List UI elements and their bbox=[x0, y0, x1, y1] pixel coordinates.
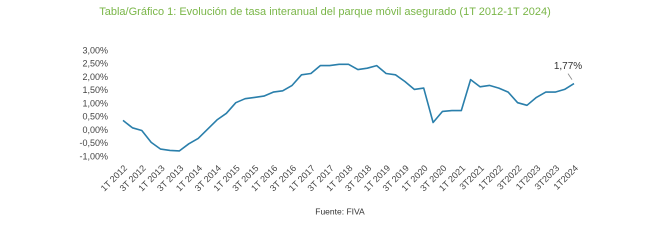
y-tick-label: -0,50% bbox=[79, 138, 108, 148]
y-tick-label: 1,50% bbox=[82, 85, 108, 95]
y-tick-label: -1,00% bbox=[79, 151, 108, 161]
chart-title: Tabla/Gráfico 1: Evolución de tasa inter… bbox=[99, 6, 550, 18]
y-tick-label: 2,00% bbox=[82, 72, 108, 82]
chart: Tabla/Gráfico 1: Evolución de tasa inter… bbox=[79, 6, 582, 216]
y-tick-label: 3,00% bbox=[82, 45, 108, 55]
y-tick-label: 1,00% bbox=[82, 98, 108, 108]
y-tick-label: 0,00% bbox=[82, 125, 108, 135]
annotation-leader bbox=[567, 73, 573, 80]
source: Fuente: FIVA bbox=[315, 206, 365, 216]
data-line bbox=[122, 63, 575, 152]
data-label: 1,77% bbox=[554, 61, 582, 72]
y-tick-label: 0,50% bbox=[82, 112, 108, 122]
y-tick-label: 2,50% bbox=[82, 59, 108, 69]
